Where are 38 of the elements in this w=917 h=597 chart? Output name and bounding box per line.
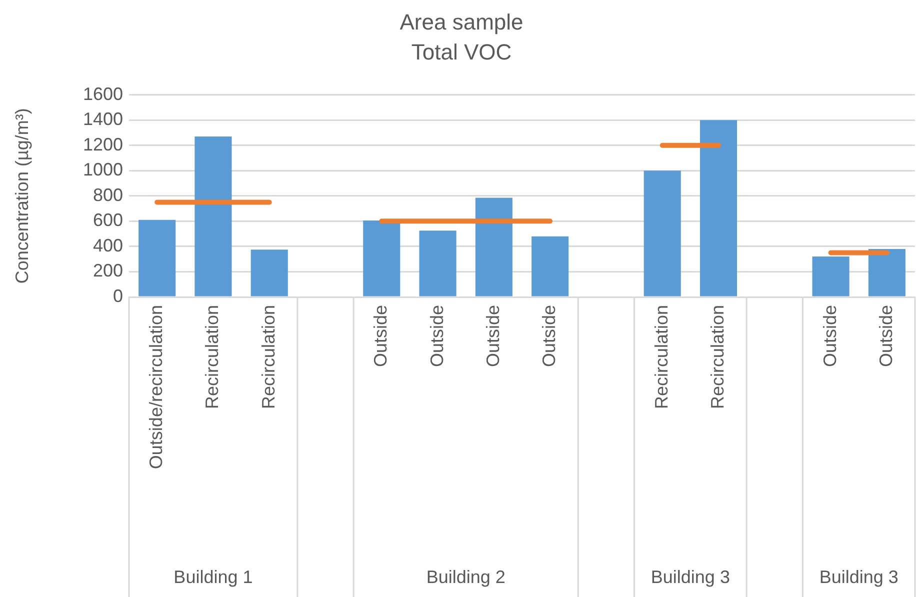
bar — [138, 220, 176, 296]
y-axis-title: Concentration (µg/m³) — [12, 108, 32, 284]
bar — [700, 120, 738, 296]
y-tick-label: 1200 — [82, 134, 123, 154]
x-tick-label: Outside — [482, 305, 503, 368]
x-tick-label: Recirculation — [202, 305, 222, 410]
y-tick-label: 800 — [92, 184, 123, 205]
y-tick-label: 600 — [92, 210, 123, 230]
bar — [644, 170, 681, 296]
text: Building 1 — [174, 567, 253, 587]
x-tick-label: Outside — [539, 305, 560, 368]
chart-title: Area sample — [400, 9, 524, 34]
text: Building 3 — [819, 567, 898, 587]
bar — [532, 236, 569, 296]
bar — [812, 256, 850, 296]
bar — [419, 230, 456, 296]
x-tick-label: Outside/recirculation — [146, 305, 166, 470]
bar — [475, 198, 512, 296]
y-tick-label: 200 — [92, 260, 123, 281]
x-tick-label: Outside — [820, 305, 840, 368]
y-tick-label: 0 — [112, 286, 123, 306]
bar — [363, 220, 400, 296]
x-tick-label: Outside — [876, 305, 896, 368]
text: Building 2 — [426, 567, 506, 587]
x-tick-label: Recirculation — [707, 305, 728, 410]
x-tick-label: Outside — [370, 305, 391, 368]
y-tick-label: 1000 — [82, 160, 123, 180]
x-tick-label: Recirculation — [258, 305, 278, 410]
text: Building 3 — [650, 567, 730, 587]
bar — [250, 250, 288, 296]
x-tick-label: Outside — [426, 305, 447, 368]
y-tick-label: 400 — [92, 235, 123, 256]
y-tick-label: 1600 — [82, 84, 123, 104]
bar — [868, 248, 906, 296]
y-tick-label: 1400 — [82, 109, 123, 130]
chart-subtitle: Total VOC — [411, 40, 512, 65]
bar — [194, 136, 232, 296]
x-tick-label: Recirculation — [651, 305, 672, 410]
